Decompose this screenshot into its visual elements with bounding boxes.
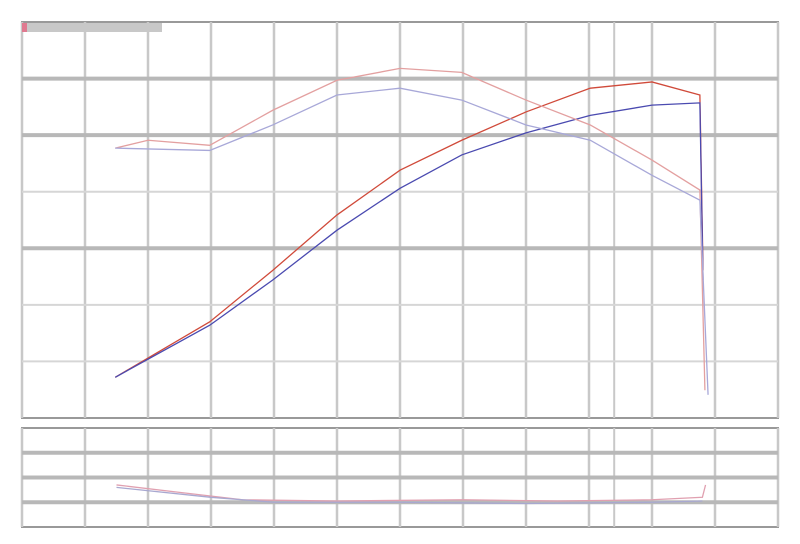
legend-box: [22, 23, 162, 32]
main-plot-series: [114, 67, 709, 395]
main-plot-grid: [20, 21, 780, 419]
lower-series-1: [116, 486, 703, 505]
main-series-1: [114, 102, 704, 378]
main-series-0: [114, 81, 704, 378]
lower-series-0: [116, 484, 707, 502]
lower-plot-grid: [20, 427, 780, 528]
main-series-2: [115, 67, 706, 391]
legend-swatch: [22, 23, 27, 32]
lower-plot-series: [116, 484, 707, 505]
main-series-3: [115, 87, 709, 395]
